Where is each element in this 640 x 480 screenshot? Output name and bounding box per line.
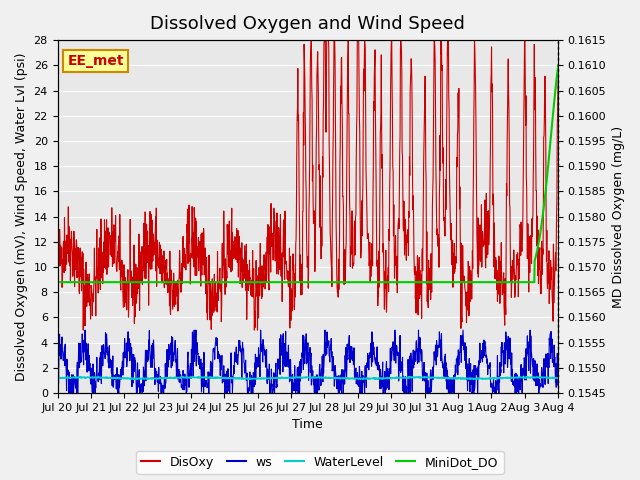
X-axis label: Time: Time (292, 419, 323, 432)
WaterLevel (529, 374, 537, 380)
WaterLevel (451, 375, 458, 381)
WaterLevel (54, 375, 61, 381)
Line: ws: ws (58, 330, 591, 393)
DisOxy (301, 58, 308, 64)
ws (138, 384, 145, 389)
DisOxy (588, 318, 595, 324)
ws (311, 373, 319, 379)
DisOxy (451, 269, 458, 275)
ws (81, 327, 89, 333)
ws (529, 356, 537, 362)
MiniDot_DO (300, 279, 308, 285)
Y-axis label: Dissolved Oxygen (mV), Wind Speed, Water Lvl (psi): Dissolved Oxygen (mV), Wind Speed, Water… (15, 52, 28, 381)
WaterLevel (581, 376, 589, 382)
MiniDot_DO (581, 198, 589, 204)
WaterLevel (137, 375, 145, 381)
MiniDot_DO (310, 279, 318, 285)
DisOxy (54, 255, 61, 261)
WaterLevel (301, 375, 308, 381)
DisOxy (529, 213, 537, 218)
MiniDot_DO (54, 279, 61, 285)
MiniDot_DO (561, 37, 568, 43)
DisOxy (581, 273, 589, 278)
WaterLevel (588, 375, 595, 381)
Line: MiniDot_DO: MiniDot_DO (58, 40, 591, 282)
MiniDot_DO (450, 279, 458, 285)
Line: WaterLevel: WaterLevel (58, 377, 591, 379)
DisOxy (308, 37, 316, 43)
MiniDot_DO (588, 244, 595, 250)
Legend: DisOxy, ws, WaterLevel, MiniDot_DO: DisOxy, ws, WaterLevel, MiniDot_DO (136, 451, 504, 474)
Text: EE_met: EE_met (68, 54, 124, 68)
ws (66, 390, 74, 396)
ws (301, 360, 308, 366)
DisOxy (311, 269, 319, 275)
WaterLevel (310, 374, 318, 380)
MiniDot_DO (137, 279, 145, 285)
MiniDot_DO (529, 279, 536, 285)
DisOxy (79, 327, 87, 333)
DisOxy (138, 265, 145, 271)
ws (54, 351, 61, 357)
Y-axis label: MD Dissolved Oxygen (mg/L): MD Dissolved Oxygen (mg/L) (612, 126, 625, 308)
WaterLevel (187, 374, 195, 380)
WaterLevel (356, 376, 364, 382)
ws (588, 339, 595, 345)
Line: DisOxy: DisOxy (58, 40, 591, 330)
Title: Dissolved Oxygen and Wind Speed: Dissolved Oxygen and Wind Speed (150, 15, 465, 33)
ws (581, 390, 589, 396)
ws (451, 372, 458, 377)
